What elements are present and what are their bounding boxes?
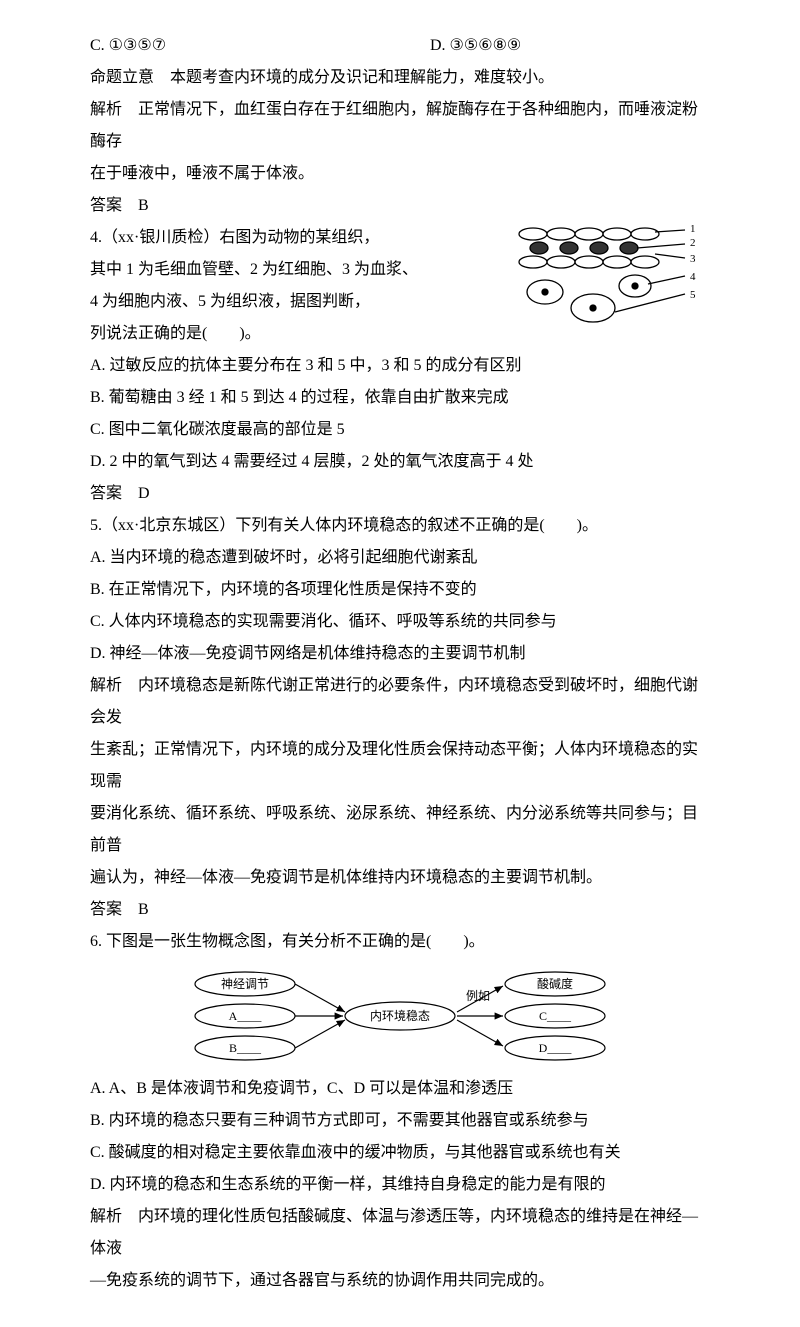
answer4-line: 答案 D	[90, 478, 710, 510]
node-nerve: 神经调节	[221, 977, 269, 991]
answer4: D	[138, 485, 150, 502]
analysis-text: 正常情况下，血红蛋白存在于红细胞内，解旋酶存在于各种细胞内，而唾液淀粉酶存	[90, 101, 698, 150]
node-b: B____	[229, 1041, 262, 1055]
q6-head: 6. 下图是一张生物概念图，有关分析不正确的是( )。	[90, 926, 710, 958]
q4-block: 4.（xx·银川质检）右图为动物的某组织， 其中 1 为毛细血管壁、2 为红细胞…	[90, 222, 710, 350]
analysis6-text-a: 内环境的理化性质包括酸碱度、体温与渗透压等，内环境稳态的维持是在神经—体液	[90, 1208, 698, 1257]
q6-option-c: C. 酸碱度的相对稳定主要依靠血液中的缓冲物质，与其他器官或系统也有关	[90, 1137, 710, 1169]
analysis5-line-a: 解析 内环境稳态是新陈代谢正常进行的必要条件，内环境稳态受到破坏时，细胞代谢会发	[90, 670, 710, 734]
q5-option-a: A. 当内环境的稳态遭到破坏时，必将引起细胞代谢紊乱	[90, 542, 710, 574]
q6-option-b: B. 内环境的稳态只要有三种调节方式即可，不需要其他器官或系统参与	[90, 1105, 710, 1137]
node-d: D____	[539, 1041, 573, 1055]
answer3: B	[138, 197, 149, 214]
svg-text:5: 5	[690, 289, 696, 301]
answer-label: 答案	[90, 901, 122, 918]
node-c: C____	[539, 1009, 572, 1023]
concept-map-icon: 神经调节 A____ B____ 内环境稳态 例如 酸碱度 C____ D___…	[185, 968, 615, 1063]
node-a: A____	[229, 1009, 263, 1023]
q4-option-c: C. 图中二氧化碳浓度最高的部位是 5	[90, 414, 710, 446]
svg-text:1: 1	[690, 223, 696, 235]
document-page: C. ①③⑤⑦ D. ③⑤⑥⑧⑨ 命题立意 本题考查内环境的成分及识记和理解能力…	[0, 0, 800, 1327]
answer-label: 答案	[90, 485, 122, 502]
intent-text: 本题考查内环境的成分及识记和理解能力，难度较小。	[170, 69, 554, 86]
analysis-label: 解析	[90, 101, 122, 118]
q4-option-a: A. 过敏反应的抗体主要分布在 3 和 5 中，3 和 5 的成分有区别	[90, 350, 710, 382]
answer5: B	[138, 901, 149, 918]
analysis-line-1a: 解析 正常情况下，血红蛋白存在于红细胞内，解旋酶存在于各种细胞内，而唾液淀粉酶存	[90, 94, 710, 158]
intent-line: 命题立意 本题考查内环境的成分及识记和理解能力，难度较小。	[90, 62, 710, 94]
answer-label: 答案	[90, 197, 122, 214]
q6-option-a: A. A、B 是体液调节和免疫调节，C、D 可以是体温和渗透压	[90, 1073, 710, 1105]
q4-option-b: B. 葡萄糖由 3 经 1 和 5 到达 4 的过程，依靠自由扩散来完成	[90, 382, 710, 414]
svg-text:3: 3	[690, 253, 696, 265]
analysis5-text-a: 内环境稳态是新陈代谢正常进行的必要条件，内环境稳态受到破坏时，细胞代谢会发	[90, 677, 698, 726]
analysis6-line-a: 解析 内环境的理化性质包括酸碱度、体温与渗透压等，内环境稳态的维持是在神经—体液	[90, 1201, 710, 1265]
analysis5-line-d: 遍认为，神经—体液—免疫调节是机体维持内环境稳态的主要调节机制。	[90, 862, 710, 894]
analysis-label: 解析	[90, 1208, 122, 1225]
analysis6-line-b: —免疫系统的调节下，通过各器官与系统的协调作用共同完成的。	[90, 1265, 710, 1297]
analysis5-line-c: 要消化系统、循环系统、呼吸系统、泌尿系统、神经系统、内分泌系统等共同参与；目前普	[90, 798, 710, 862]
q4-option-d: D. 2 中的氧气到达 4 需要经过 4 层膜，2 处的氧气浓度高于 4 处	[90, 446, 710, 478]
edge-label-eg: 例如	[466, 988, 490, 1003]
analysis-line-1b: 在于唾液中，唾液不属于体液。	[90, 158, 710, 190]
q5-head: 5.（xx·北京东城区）下列有关人体内环境稳态的叙述不正确的是( )。	[90, 510, 710, 542]
analysis5-line-b: 生紊乱；正常情况下，内环境的成分及理化性质会保持动态平衡；人体内环境稳态的实现需	[90, 734, 710, 798]
svg-text:4: 4	[690, 271, 696, 283]
intent-label: 命题立意	[90, 69, 154, 86]
analysis-label: 解析	[90, 677, 122, 694]
answer3-line: 答案 B	[90, 190, 710, 222]
q5-option-b: B. 在正常情况下，内环境的各项理化性质是保持不变的	[90, 574, 710, 606]
q5-option-d: D. 神经—体液—免疫调节网络是机体维持稳态的主要调节机制	[90, 638, 710, 670]
svg-text:2: 2	[690, 237, 696, 249]
option-d: D. ③⑤⑥⑧⑨	[430, 30, 710, 62]
options-row: C. ①③⑤⑦ D. ③⑤⑥⑧⑨	[90, 30, 710, 62]
q5-option-c: C. 人体内环境稳态的实现需要消化、循环、呼吸等系统的共同参与	[90, 606, 710, 638]
tissue-diagram-icon: 1 2 3 4 5	[515, 222, 710, 332]
q6-option-d: D. 内环境的稳态和生态系统的平衡一样，其维持自身稳定的能力是有限的	[90, 1169, 710, 1201]
node-acid: 酸碱度	[537, 976, 573, 991]
option-c: C. ①③⑤⑦	[90, 30, 430, 62]
answer5-line: 答案 B	[90, 894, 710, 926]
node-center: 内环境稳态	[370, 1008, 430, 1023]
